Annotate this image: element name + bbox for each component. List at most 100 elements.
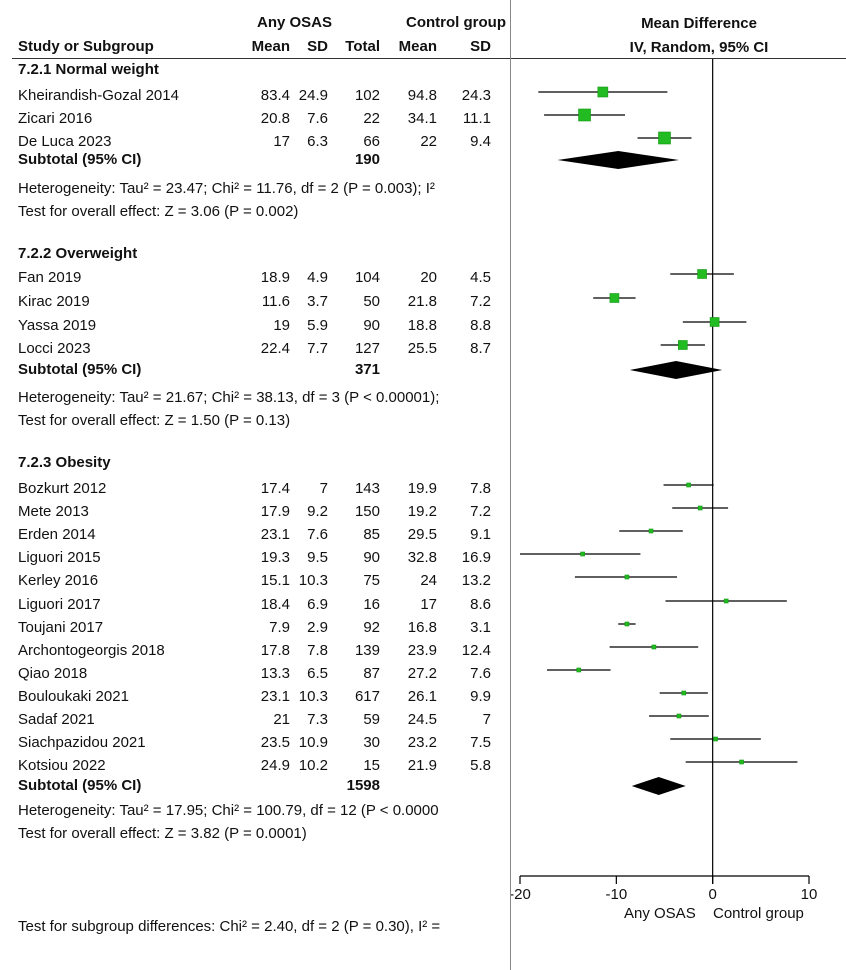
study-sd-control: 5.8 xyxy=(470,757,491,774)
subgroup-title: 7.2.3 Obesity xyxy=(18,454,111,471)
study-mean-control: 19.2 xyxy=(407,503,437,520)
study-mean-osas: 22.4 xyxy=(260,340,290,357)
x-axis-tick-label: 0 xyxy=(708,886,716,903)
study-total-osas: 59 xyxy=(363,711,380,728)
heterogeneity-text: Heterogeneity: Tau² = 17.95; Chi² = 100.… xyxy=(18,802,439,819)
effect-square xyxy=(576,667,582,673)
study-name: Fan 2019 xyxy=(18,269,82,286)
subgroup-title: 7.2.2 Overweight xyxy=(18,245,138,262)
study-sd-osas: 5.9 xyxy=(307,317,328,334)
study-total-osas: 15 xyxy=(363,757,380,774)
study-sd-control: 9.4 xyxy=(470,133,491,150)
subtotal-total: 1598 xyxy=(346,777,380,794)
study-mean-control: 29.5 xyxy=(407,526,437,543)
study-sd-osas: 3.7 xyxy=(307,293,328,310)
effect-square xyxy=(651,644,657,650)
study-total-osas: 90 xyxy=(363,549,380,566)
study-name: Siachpazidou 2021 xyxy=(18,734,146,751)
column-divider xyxy=(510,0,511,970)
subgroup-title: 7.2.1 Normal weight xyxy=(18,61,159,78)
study-mean-control: 27.2 xyxy=(407,665,437,682)
header-rule xyxy=(12,58,510,59)
study-sd-osas: 7.8 xyxy=(307,642,328,659)
study-mean-control: 26.1 xyxy=(407,688,437,705)
study-sd-osas: 7.7 xyxy=(307,340,328,357)
favours-any-osas-label: Any OSAS xyxy=(624,905,696,922)
study-sd-control: 8.6 xyxy=(470,596,491,613)
study-sd-control: 11.1 xyxy=(462,110,491,127)
header-sd-1: SD xyxy=(307,38,328,55)
study-name: Kerley 2016 xyxy=(18,572,99,589)
study-mean-osas: 11.6 xyxy=(261,293,290,310)
study-mean-control: 24.5 xyxy=(407,711,437,728)
study-sd-control: 9.9 xyxy=(470,688,491,705)
study-name: Bouloukaki 2021 xyxy=(18,688,129,705)
study-sd-osas: 10.3 xyxy=(298,572,328,589)
effect-square xyxy=(709,317,720,327)
study-name: De Luca 2023 xyxy=(18,133,112,150)
x-axis-tick-label: 10 xyxy=(801,886,818,903)
subgroup-differences-test: Test for subgroup differences: Chi² = 2.… xyxy=(18,918,441,935)
study-total-osas: 66 xyxy=(363,133,380,150)
study-total-osas: 90 xyxy=(363,317,380,334)
effect-square xyxy=(648,528,654,534)
study-total-osas: 22 xyxy=(363,110,380,127)
heterogeneity-text: Heterogeneity: Tau² = 23.47; Chi² = 11.7… xyxy=(18,180,435,197)
study-sd-osas: 10.3 xyxy=(298,688,328,705)
study-name: Kotsiou 2022 xyxy=(18,757,106,774)
study-mean-control: 25.5 xyxy=(407,340,437,357)
effect-square xyxy=(609,293,620,303)
study-name: Toujani 2017 xyxy=(18,619,104,636)
study-total-osas: 50 xyxy=(363,293,380,310)
forest-plot: Mean Difference IV, Random, 95% CI -20 -10 0… xyxy=(511,0,846,970)
study-name: Bozkurt 2012 xyxy=(18,480,107,497)
effect-square xyxy=(697,269,707,279)
study-name: Kirac 2019 xyxy=(18,293,90,310)
study-name: Sadaf 2021 xyxy=(18,711,95,728)
overall-effect-text: Test for overall effect: Z = 1.50 (P = 0… xyxy=(18,412,291,429)
study-mean-control: 19.9 xyxy=(407,480,437,497)
study-mean-control: 16.8 xyxy=(407,619,437,636)
study-sd-osas: 10.2 xyxy=(298,757,328,774)
study-sd-osas: 9.5 xyxy=(307,549,328,566)
forest-table: Any OSAS Control group Study or Subgroup Me… xyxy=(12,14,510,935)
effect-square xyxy=(658,131,671,145)
study-mean-control: 20 xyxy=(420,269,437,286)
study-sd-control: 7.8 xyxy=(470,480,491,497)
study-name: Locci 2023 xyxy=(18,340,91,357)
study-mean-osas: 13.3 xyxy=(260,665,290,682)
study-mean-osas: 15.1 xyxy=(260,572,290,589)
study-sd-osas: 6.5 xyxy=(307,665,328,682)
study-sd-control: 7 xyxy=(482,711,491,728)
study-sd-control: 4.5 xyxy=(470,269,491,286)
study-sd-osas: 24.9 xyxy=(298,87,328,104)
study-sd-osas: 9.2 xyxy=(307,503,328,520)
study-mean-osas: 23.5 xyxy=(260,734,290,751)
study-sd-control: 7.5 xyxy=(470,734,491,751)
study-total-osas: 143 xyxy=(354,480,380,497)
study-mean-control: 32.8 xyxy=(407,549,437,566)
study-total-osas: 150 xyxy=(354,503,380,520)
header-control-group: Control group xyxy=(406,14,506,31)
study-mean-osas: 18.9 xyxy=(260,269,290,286)
effect-square xyxy=(580,551,585,557)
study-sd-osas: 10.9 xyxy=(298,734,328,751)
study-name: Qiao 2018 xyxy=(18,665,88,682)
study-total-osas: 75 xyxy=(363,572,380,589)
study-sd-control: 24.3 xyxy=(461,87,491,104)
study-sd-control: 12.4 xyxy=(461,642,491,659)
study-name: Erden 2014 xyxy=(18,526,96,543)
effect-square xyxy=(723,598,729,604)
study-mean-osas: 18.4 xyxy=(260,596,290,613)
study-total-osas: 139 xyxy=(354,642,380,659)
study-mean-osas: 19 xyxy=(273,317,290,334)
study-name: Mete 2013 xyxy=(18,503,89,520)
study-name: Archontogeorgis 2018 xyxy=(18,642,165,659)
effect-square xyxy=(676,713,682,719)
header-any-osas: Any OSAS xyxy=(257,14,333,31)
effect-square xyxy=(713,736,718,742)
study-mean-osas: 17.9 xyxy=(260,503,290,520)
study-total-osas: 85 xyxy=(363,526,380,543)
forest-plot-svg: Mean Difference IV, Random, 95% CI -20 -10 0… xyxy=(511,15,846,922)
x-axis-tick-label: -20 xyxy=(511,886,531,903)
